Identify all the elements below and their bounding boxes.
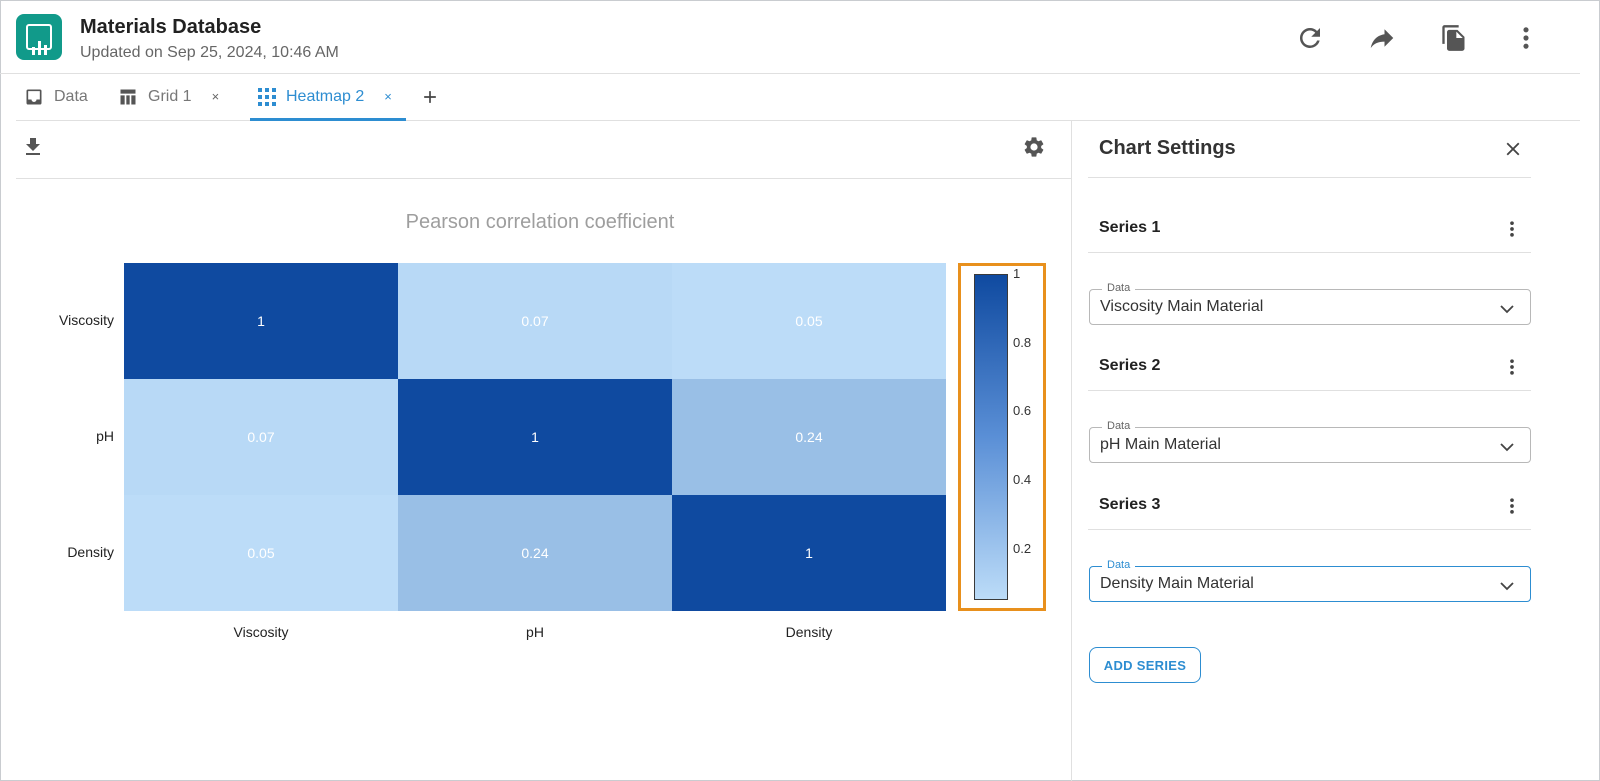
field-label: Data	[1102, 559, 1136, 571]
chevron-down-icon	[1500, 582, 1514, 591]
x-axis-label: Density	[785, 624, 833, 640]
series-1-menu-button[interactable]	[1500, 216, 1524, 242]
plus-icon	[424, 90, 436, 103]
kebab-menu-icon	[1510, 221, 1514, 237]
colorbar-highlight	[958, 263, 1046, 611]
close-icon	[1506, 142, 1520, 156]
series-2-menu-button[interactable]	[1500, 354, 1524, 380]
add-series-button[interactable]: ADD SERIES	[1089, 647, 1201, 683]
refresh-button[interactable]	[1294, 22, 1326, 54]
refresh-icon	[1299, 27, 1320, 48]
heatmap-cell: 1	[398, 379, 672, 495]
field-value: pH Main Material	[1100, 436, 1221, 453]
divider	[1088, 390, 1531, 391]
divider	[1088, 177, 1531, 178]
heatmap-cell: 0.24	[398, 495, 672, 611]
colorbar-tick-label: 0.8	[1013, 334, 1032, 350]
series-3-label: Series 3	[1099, 496, 1161, 513]
divider	[1088, 252, 1531, 253]
colorbar-tick-label: 1	[1013, 266, 1021, 281]
y-axis-label: Viscosity	[59, 312, 114, 328]
close-tab-icon[interactable]: ×	[384, 89, 392, 104]
heatmap-cell: 0.05	[672, 263, 946, 379]
tab-bar: Data Grid 1 × Heatmap 2 ×	[16, 73, 1580, 121]
share-arrow-icon	[1370, 29, 1394, 48]
colorbar-tick-label: 0.4	[1013, 471, 1032, 487]
colorbar-tick-label: 0.2	[1013, 540, 1032, 556]
app-logo-icon	[16, 14, 62, 60]
tab-label: Heatmap 2	[286, 87, 365, 105]
heatmap-cell: 0.24	[672, 379, 946, 495]
chart-title: Pearson correlation coefficient	[405, 211, 675, 233]
inbox-icon	[24, 87, 44, 107]
close-tab-icon[interactable]: ×	[211, 89, 220, 104]
y-axis-label: pH	[96, 428, 114, 444]
grid-dots-icon	[258, 87, 276, 106]
chevron-down-icon	[1500, 443, 1514, 452]
chart-toolbar	[16, 121, 1072, 179]
updated-timestamp: Updated on Sep 25, 2024, 10:46 AM	[80, 44, 339, 61]
field-value: Density Main Material	[1100, 575, 1254, 592]
tab-label: Grid 1	[148, 87, 192, 105]
series-1-data-select[interactable]: Data Viscosity Main Material	[1089, 282, 1531, 325]
field-value: Viscosity Main Material	[1100, 298, 1264, 315]
copy-icon	[1442, 25, 1465, 51]
heatmap-cell: 0.07	[398, 263, 672, 379]
heatmap-cell: 0.05	[124, 495, 398, 611]
x-axis-label: Viscosity	[233, 624, 289, 640]
series-2-label: Series 2	[1099, 357, 1161, 374]
add-tab-button[interactable]	[420, 73, 440, 120]
heatmap-cell: 1	[124, 263, 398, 379]
kebab-menu-icon	[1510, 359, 1514, 375]
colorbar	[974, 274, 1008, 600]
app-header: Materials Database Updated on Sep 25, 20…	[0, 0, 1580, 74]
chevron-down-icon	[1500, 305, 1514, 314]
settings-title: Chart Settings	[1099, 137, 1236, 159]
field-label: Data	[1102, 420, 1136, 432]
kebab-menu-icon	[1510, 498, 1514, 514]
tab-grid-1[interactable]: Grid 1 ×	[118, 73, 219, 120]
table-icon	[118, 87, 138, 107]
heatmap-cell: 0.07	[124, 379, 398, 495]
download-button[interactable]	[21, 135, 45, 164]
series-2-data-select[interactable]: Data pH Main Material	[1089, 420, 1531, 463]
colorbar-tick-label: 0.6	[1013, 403, 1032, 419]
divider	[1088, 529, 1531, 530]
series-3-data-select[interactable]: Data Density Main Material	[1089, 559, 1531, 602]
share-button[interactable]	[1366, 22, 1398, 54]
download-icon	[26, 138, 40, 155]
tab-data[interactable]: Data	[24, 73, 88, 120]
tab-heatmap-2[interactable]: Heatmap 2 ×	[250, 73, 406, 121]
gear-icon	[1024, 137, 1044, 157]
more-options-button[interactable]	[1510, 22, 1542, 54]
app-title: Materials Database	[80, 16, 262, 38]
heatmap-cell: 1	[672, 495, 946, 611]
kebab-menu-icon	[1523, 27, 1529, 49]
field-label: Data	[1102, 282, 1136, 294]
close-settings-button[interactable]	[1498, 134, 1528, 164]
x-axis-label: pH	[526, 624, 544, 640]
copy-button[interactable]	[1438, 22, 1470, 54]
tab-label: Data	[54, 87, 88, 105]
panel-divider	[1071, 121, 1072, 781]
y-axis-label: Density	[67, 544, 114, 560]
series-1-label: Series 1	[1099, 219, 1161, 236]
series-3-menu-button[interactable]	[1500, 493, 1524, 519]
chart-settings-button[interactable]	[1022, 135, 1046, 164]
